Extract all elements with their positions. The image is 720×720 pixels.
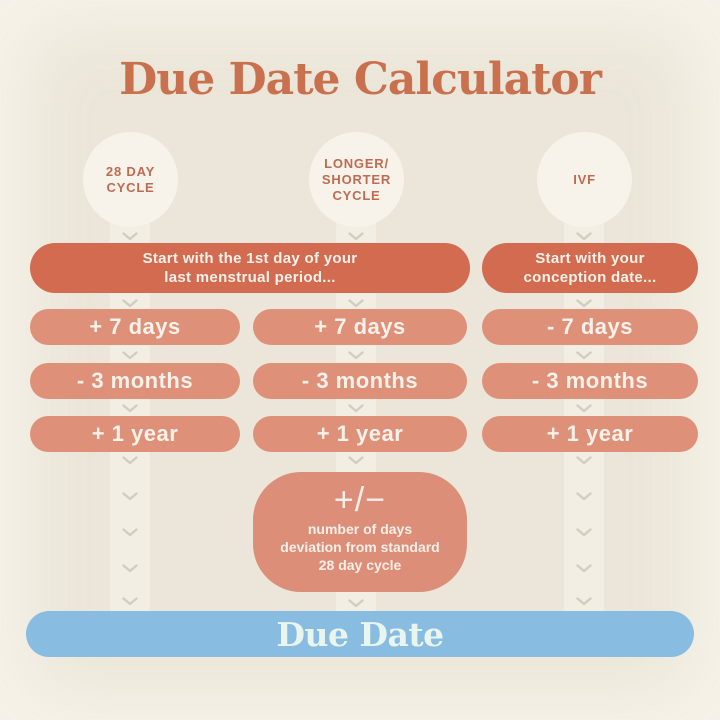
column-header-line: LONGER/: [324, 155, 389, 171]
deviation-line: number of days: [307, 521, 413, 537]
chevron-down-icon: [121, 492, 139, 501]
chevron-down-icon: [575, 351, 593, 360]
chevron-down-icon: [121, 528, 139, 537]
deviation-description: number of days deviation from standard 2…: [280, 520, 439, 574]
deviation-line: deviation from standard: [280, 539, 440, 555]
chevron-down-icon: [121, 597, 139, 606]
cycle-deviation-box: +/− number of days deviation from standa…: [253, 472, 467, 592]
column-header-ivf: IVF: [537, 132, 632, 227]
deviation-line: 28 day cycle: [318, 557, 402, 573]
chevron-down-icon: [121, 351, 139, 360]
start-pill-line: Start with your: [535, 250, 645, 267]
column-header-line: SHORTER: [321, 171, 392, 187]
step-pill: + 1 year: [253, 416, 467, 452]
column-header-longer-shorter: LONGER/ SHORTER CYCLE: [309, 132, 404, 227]
plus-minus-symbol: +/−: [333, 481, 387, 519]
start-pill-line: Start with the 1st day of your: [142, 250, 358, 267]
step-pill: + 1 year: [482, 416, 698, 452]
due-date-label: Due Date: [276, 614, 444, 654]
chevron-down-icon: [575, 404, 593, 413]
start-pill-line: last menstrual period...: [164, 269, 336, 286]
start-pill-line: conception date...: [523, 269, 657, 286]
page-title: Due Date Calculator: [119, 54, 602, 105]
chevron-down-icon: [575, 597, 593, 606]
step-pill: - 3 months: [482, 363, 698, 399]
start-pill-menstrual-period: Start with the 1st day of your last mens…: [30, 243, 470, 293]
chevron-down-icon: [575, 528, 593, 537]
column-header-line: IVF: [573, 171, 596, 187]
step-pill: - 3 months: [253, 363, 467, 399]
step-pill: - 7 days: [482, 309, 698, 345]
chevron-down-icon: [121, 299, 139, 308]
column-header-28-day: 28 DAY CYCLE: [83, 132, 178, 227]
step-pill: - 3 months: [30, 363, 240, 399]
chevron-down-icon: [347, 599, 365, 608]
column-header-line: CYCLE: [106, 179, 155, 195]
chevron-down-icon: [347, 351, 365, 360]
chevron-down-icon: [121, 564, 139, 573]
chevron-down-icon: [121, 456, 139, 465]
chevron-down-icon: [575, 492, 593, 501]
column-header-line: CYCLE: [332, 187, 381, 203]
step-pill: + 1 year: [30, 416, 240, 452]
chevron-down-icon: [347, 404, 365, 413]
step-pill: + 7 days: [253, 309, 467, 345]
chevron-down-icon: [575, 564, 593, 573]
chevron-down-icon: [121, 404, 139, 413]
chevron-down-icon: [575, 456, 593, 465]
chevron-down-icon: [575, 232, 593, 241]
chevron-down-icon: [347, 299, 365, 308]
start-pill-conception-date: Start with your conception date...: [482, 243, 698, 293]
column-header-line: 28 DAY: [105, 163, 156, 179]
step-pill: + 7 days: [30, 309, 240, 345]
chevron-down-icon: [347, 456, 365, 465]
chevron-down-icon: [347, 232, 365, 241]
chevron-down-icon: [121, 232, 139, 241]
chevron-down-icon: [575, 299, 593, 308]
due-date-result-bar: Due Date: [26, 611, 694, 657]
